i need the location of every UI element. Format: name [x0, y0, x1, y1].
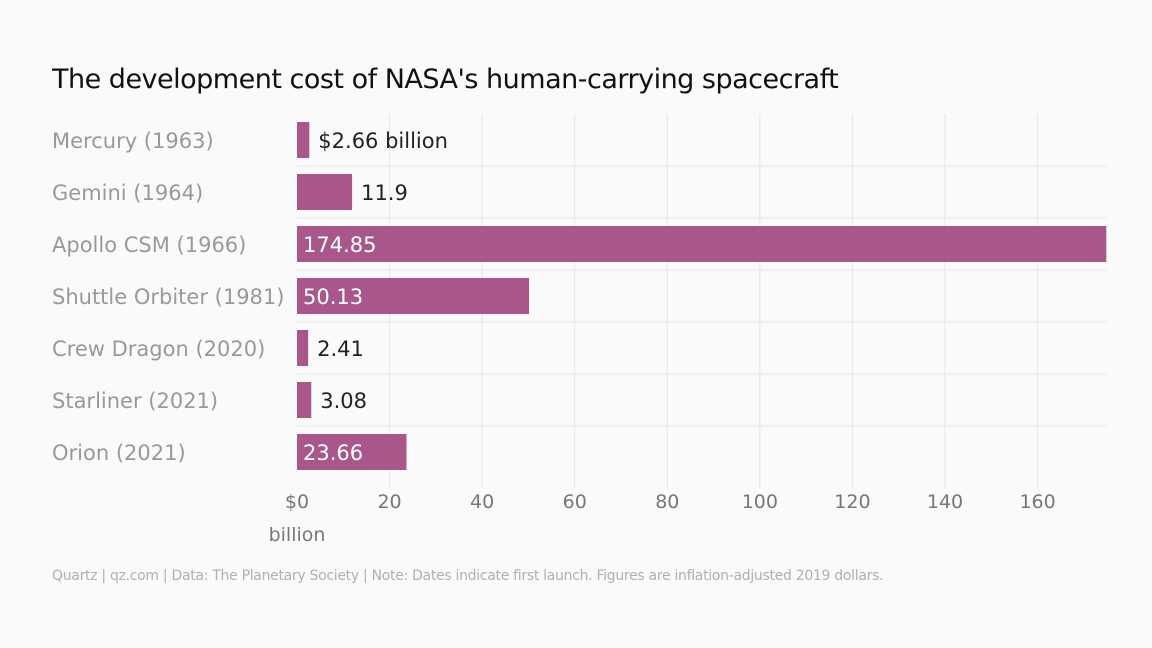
x-tick-label: $0: [285, 491, 309, 513]
x-tick-label: 140: [927, 491, 963, 513]
x-tick-label: 80: [655, 491, 679, 513]
bar: [297, 174, 353, 210]
x-tick-label: 20: [377, 491, 401, 513]
category-label: Shuttle Orbiter (1981): [52, 285, 284, 309]
chart-title: The development cost of NASA's human-car…: [52, 64, 839, 95]
x-tick-label: 160: [1019, 491, 1055, 513]
bar: [297, 382, 312, 418]
data-label: 23.66: [303, 441, 363, 465]
bar: [297, 278, 530, 314]
data-label: 3.08: [320, 389, 367, 413]
data-label: 174.85: [303, 233, 376, 257]
bar: [297, 330, 309, 366]
bar: [297, 122, 310, 158]
category-label: Gemini (1964): [52, 181, 203, 205]
category-label: Crew Dragon (2020): [52, 337, 265, 361]
chart-footer: Quartz | qz.com | Data: The Planetary So…: [52, 568, 884, 584]
data-label: 50.13: [303, 285, 363, 309]
bar: [297, 226, 1107, 262]
category-label: Apollo CSM (1966): [52, 233, 246, 257]
data-label: $2.66 billion: [318, 129, 448, 153]
category-label: Orion (2021): [52, 441, 186, 465]
x-tick-label: 40: [470, 491, 494, 513]
category-label: Starliner (2021): [52, 389, 218, 413]
x-tick-label: billion: [269, 524, 326, 546]
x-tick-label: 120: [834, 491, 870, 513]
x-tick-label: 60: [563, 491, 587, 513]
data-label: 2.41: [317, 337, 364, 361]
x-tick-label: 100: [742, 491, 778, 513]
data-label: 11.9: [361, 181, 408, 205]
category-label: Mercury (1963): [52, 129, 214, 153]
bar: [297, 434, 407, 470]
